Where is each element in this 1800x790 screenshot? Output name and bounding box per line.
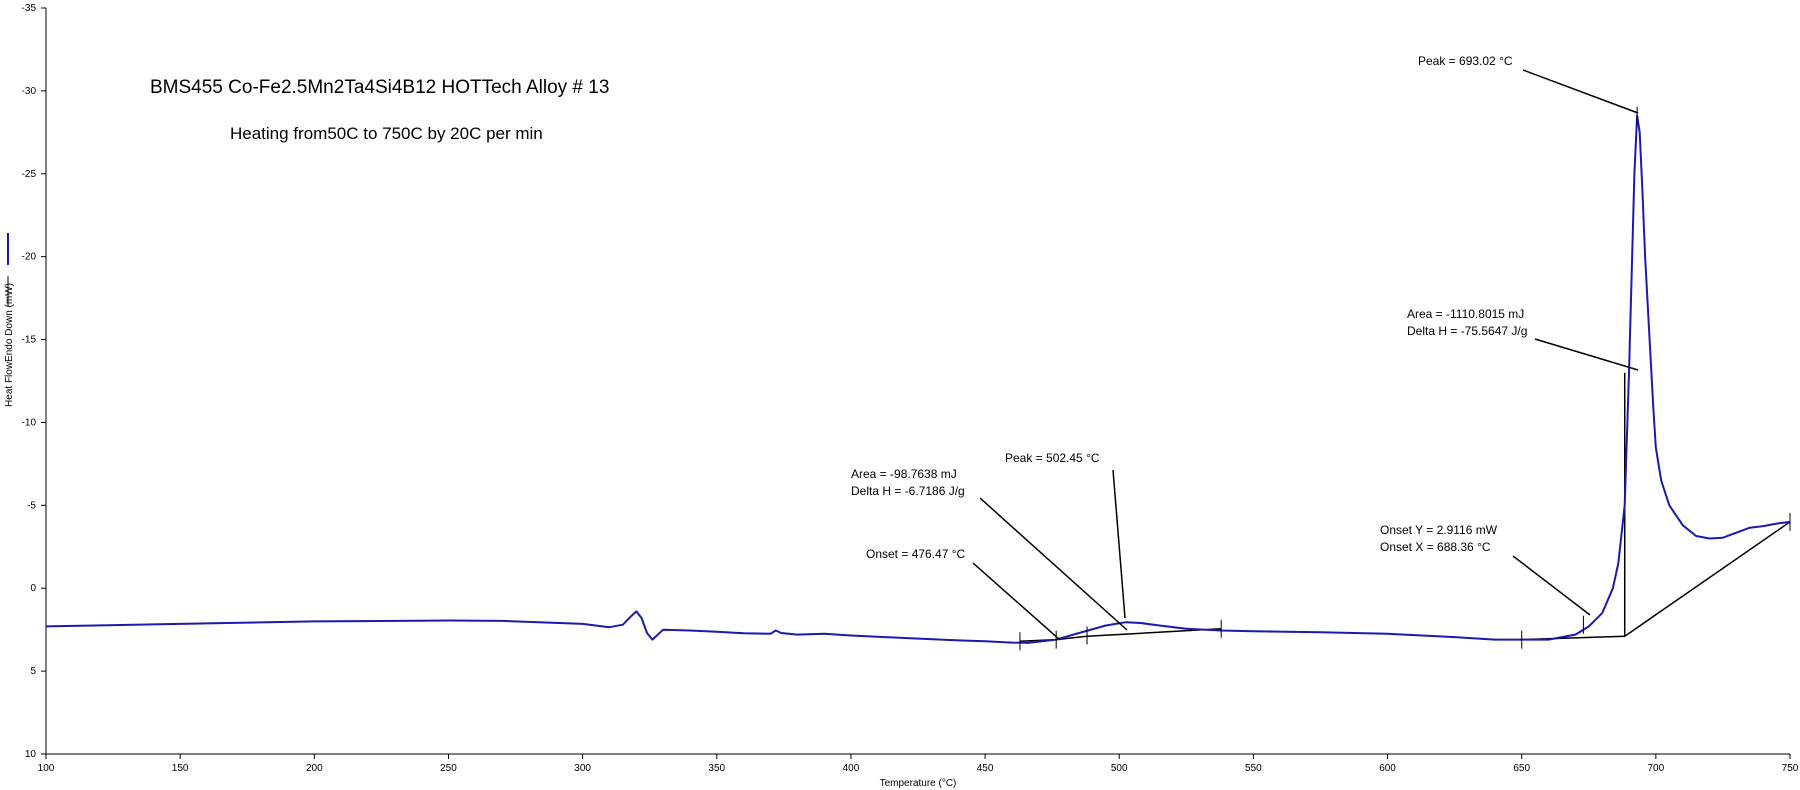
y-tick-label: -35 xyxy=(22,3,37,14)
annotation-onset-476-line-1: Onset = 476.47 °C xyxy=(866,547,966,561)
leader-area-98 xyxy=(979,497,1128,631)
x-tick-label: 100 xyxy=(38,763,55,774)
y-tick-label: 0 xyxy=(30,583,36,594)
leader-onset-476 xyxy=(972,562,1061,641)
x-tick-label: 400 xyxy=(843,763,860,774)
x-tick-label: 350 xyxy=(708,763,725,774)
y-tick-label: -10 xyxy=(22,417,37,428)
y-ticks: 10 5 0 -5 -10 -15 -20 -25 -30 -35 xyxy=(22,3,46,760)
leader-peak-502 xyxy=(1112,469,1126,619)
annotation-onset-688-line-2: Onset X = 688.36 °C xyxy=(1380,540,1491,554)
annotation-peak-502: Peak = 502.45 °C xyxy=(1005,451,1100,465)
leader-onset-688 xyxy=(1512,555,1591,616)
annotation-onset-476: Onset = 476.47 °C xyxy=(866,547,966,561)
x-tick-label: 200 xyxy=(306,763,323,774)
annotation-area-1110-line-2: Delta H = -75.5647 J/g xyxy=(1407,324,1527,338)
annotation-peak-502-line-1: Peak = 502.45 °C xyxy=(1005,451,1100,465)
annotation-peak-693-line-1: Peak = 693.02 °C xyxy=(1418,54,1513,68)
x-tick-label: 250 xyxy=(440,763,457,774)
annotation-area-1110: Area = -1110.8015 mJ Delta H = -75.5647 … xyxy=(1407,307,1528,338)
x-tick-label: 700 xyxy=(1648,763,1665,774)
x-tick-label: 500 xyxy=(1111,763,1128,774)
x-axis-title: Temperature (°C) xyxy=(880,778,957,789)
annotation-area-98: Area = -98.7638 mJ Delta H = -6.7186 J/g xyxy=(851,467,965,498)
y-tick-label: -15 xyxy=(22,335,37,346)
y-tick-label: 5 xyxy=(30,666,36,677)
x-tick-label: 300 xyxy=(574,763,591,774)
y-tick-label: -5 xyxy=(27,500,36,511)
chart-subtitle: Heating from50C to 750C by 20C per min xyxy=(230,124,543,143)
annotation-area-98-line-2: Delta H = -6.7186 J/g xyxy=(851,484,965,498)
baseline-line xyxy=(1019,628,1222,643)
y-axis-title: Heat FlowEndo Down (mW) xyxy=(4,283,15,407)
y-tick-label: -30 xyxy=(22,86,37,97)
y-tick-label: 10 xyxy=(25,749,37,760)
x-tick-label: 750 xyxy=(1782,763,1799,774)
x-tick-label: 600 xyxy=(1379,763,1396,774)
baseline-line xyxy=(1521,521,1791,641)
leader-area-1110 xyxy=(1534,338,1639,371)
markers xyxy=(1019,106,1791,651)
x-tick-label: 550 xyxy=(1245,763,1262,774)
annotation-peak-693: Peak = 693.02 °C xyxy=(1418,54,1513,68)
series-line xyxy=(45,114,1791,644)
annotations: Peak = 693.02 °C Area = -1110.8015 mJ De… xyxy=(851,54,1528,561)
annotation-area-98-line-1: Area = -98.7638 mJ xyxy=(851,467,957,481)
x-tick-label: 650 xyxy=(1513,763,1530,774)
annotation-area-1110-line-1: Area = -1110.8015 mJ xyxy=(1407,307,1524,321)
annotation-onset-688-line-1: Onset Y = 2.9116 mW xyxy=(1380,523,1498,537)
y-tick-label: -20 xyxy=(22,252,37,263)
series-layer xyxy=(45,114,1791,644)
x-tick-label: 150 xyxy=(172,763,189,774)
annotation-onset-688: Onset Y = 2.9116 mW Onset X = 688.36 °C xyxy=(1380,523,1500,554)
chart-title: BMS455 Co-Fe2.5Mn2Ta4Si4B12 HOTTech Allo… xyxy=(150,77,609,98)
x-ticks: 100 150 200 250 300 350 400 450 500 550 600 650 700 7… xyxy=(38,754,1799,774)
x-tick-label: 450 xyxy=(977,763,994,774)
baselines xyxy=(1019,372,1791,643)
y-tick-label: -25 xyxy=(22,169,37,180)
plot-frame xyxy=(45,8,1790,755)
leader-peak-693 xyxy=(1522,69,1639,114)
annotation-leaders xyxy=(972,69,1639,641)
